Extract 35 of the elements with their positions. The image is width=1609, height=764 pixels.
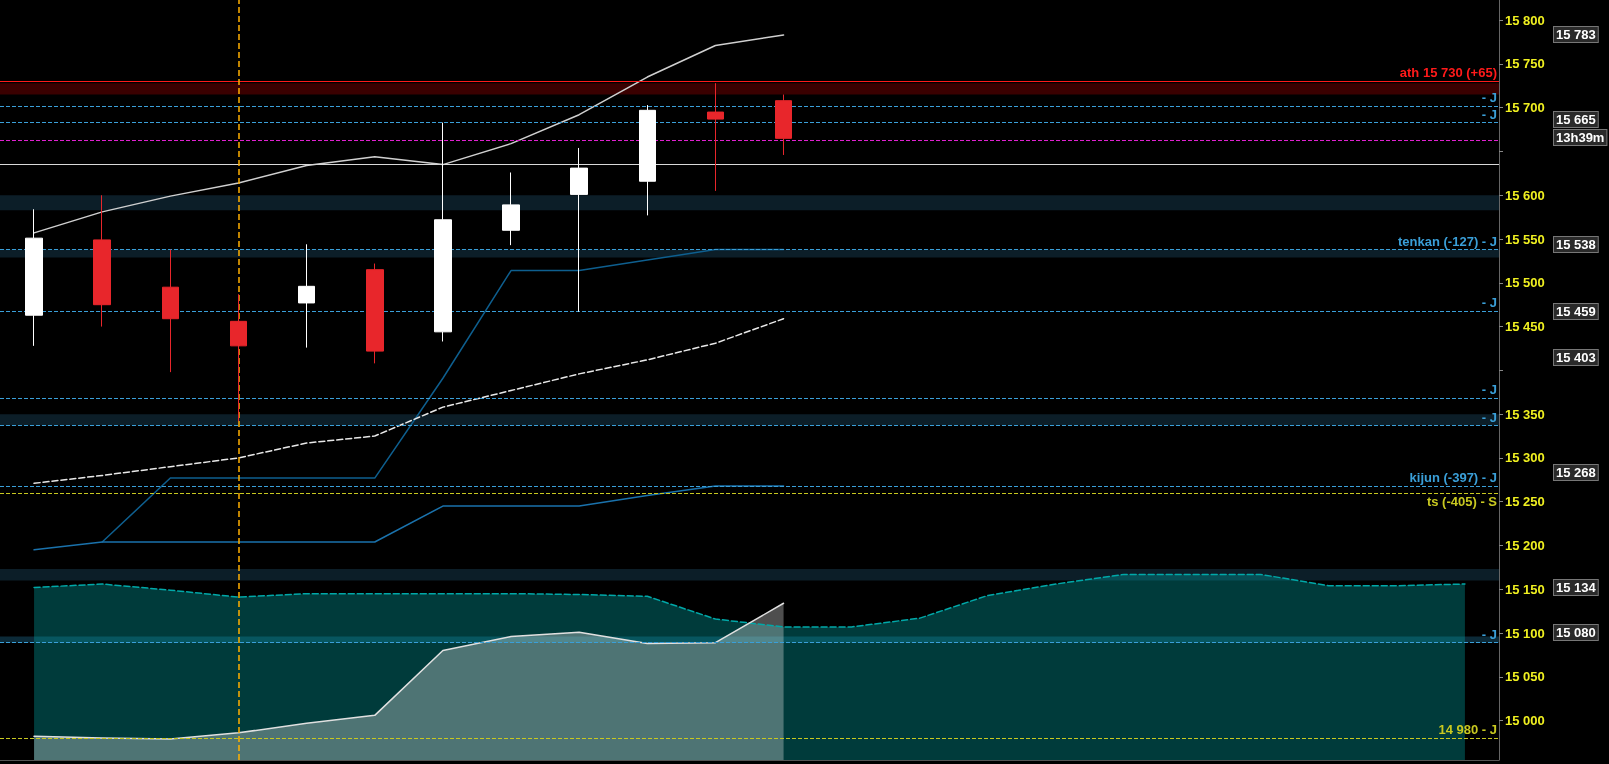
- text: 15 783: [1556, 27, 1596, 42]
- ref-line-label: - J: [1481, 106, 1497, 122]
- y-tick-label: 15 600: [1505, 187, 1545, 203]
- text: 15 403: [1556, 350, 1596, 365]
- ref-line-label: ath 15 730 (+65): [1399, 65, 1497, 81]
- y-tick-label: 15 550: [1505, 231, 1545, 247]
- y-tick-label: 15 350: [1505, 406, 1545, 422]
- text: 15 080: [1556, 625, 1596, 640]
- text: 15 538: [1556, 237, 1596, 252]
- ref-line-label: 14 980 - J: [1438, 722, 1497, 738]
- y-tick-label: 15 100: [1505, 625, 1545, 641]
- ref-line-label: - J: [1481, 89, 1497, 105]
- ref-line-label: - J: [1481, 409, 1497, 425]
- text: 15 459: [1556, 304, 1596, 319]
- y-tick-label: 15 800: [1505, 12, 1545, 28]
- y-tick-label: 15 000: [1505, 713, 1545, 729]
- text: 13h39m: [1556, 130, 1605, 145]
- y-tick-label: 15 200: [1505, 537, 1545, 553]
- text: 15 268: [1556, 465, 1596, 480]
- ref-line-label: ts (-405) - S: [1426, 493, 1498, 509]
- text: 15 665: [1556, 112, 1596, 127]
- ref-line-label: - J: [1481, 626, 1497, 642]
- y-tick-label: 15 050: [1505, 669, 1545, 685]
- ref-line-label: tenkan (-127) - J: [1398, 233, 1497, 249]
- text: 15 134: [1556, 580, 1597, 595]
- ref-line-label: - J: [1481, 382, 1497, 398]
- ref-line-label: kijun (-397) - J: [1409, 469, 1497, 485]
- y-tick-label: 15 250: [1505, 494, 1545, 510]
- y-tick-label: 15 150: [1505, 581, 1545, 597]
- y-tick-label: 15 750: [1505, 56, 1545, 72]
- y-tick-label: 15 450: [1505, 319, 1545, 335]
- y-tick-label: 15 300: [1505, 450, 1545, 466]
- y-tick-label: 15 700: [1505, 100, 1545, 116]
- ref-line-label: - J: [1481, 294, 1497, 310]
- y-tick-label: 15 500: [1505, 275, 1545, 291]
